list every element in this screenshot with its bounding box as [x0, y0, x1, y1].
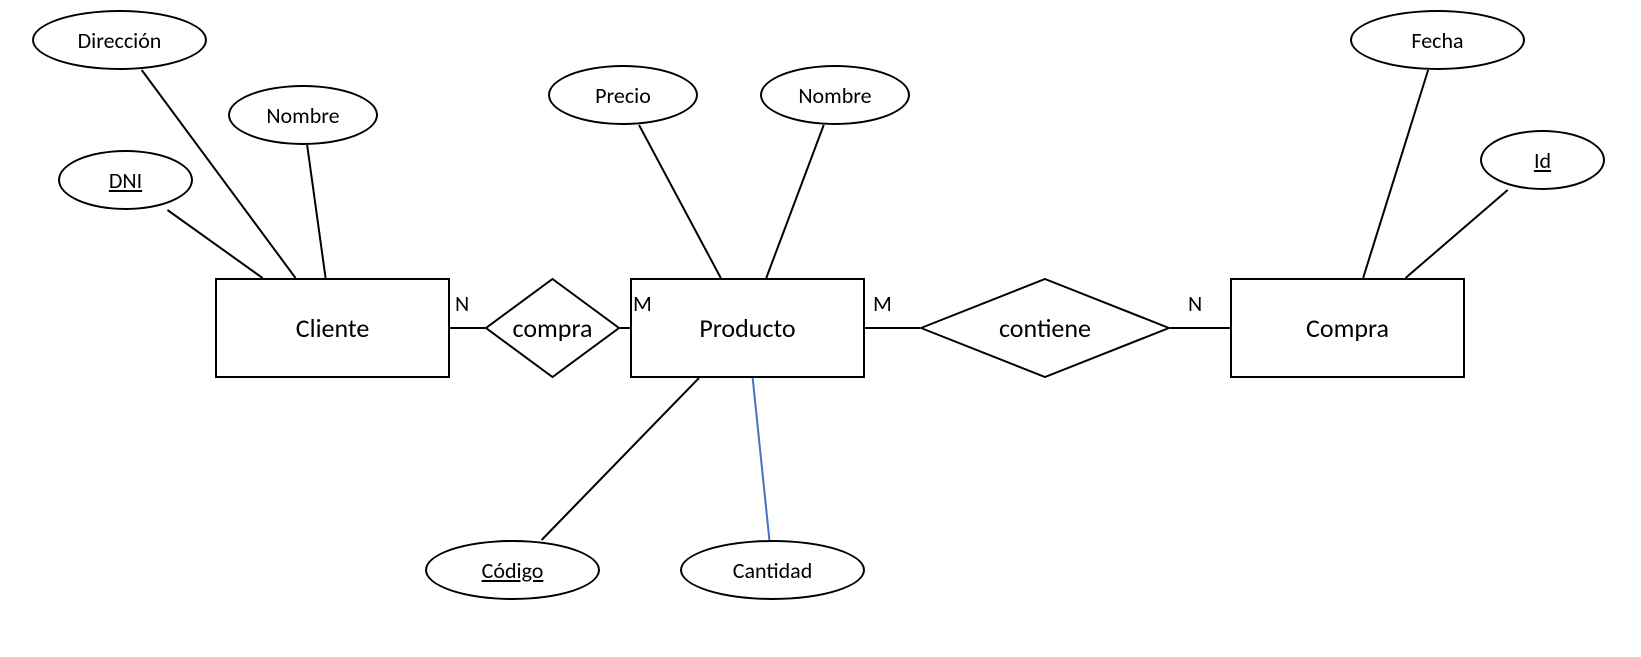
cardinality-cliente-compra: N [455, 290, 469, 317]
attribute-id-label: Id [1534, 147, 1551, 174]
attribute-id: Id [1480, 130, 1605, 190]
edge [542, 378, 699, 540]
edge [753, 378, 770, 540]
cardinality-producto-contiene: M [873, 290, 892, 317]
relationship-contiene: contiene [920, 278, 1170, 378]
entity-cliente: Cliente [215, 278, 450, 378]
attribute-precio: Precio [548, 65, 698, 125]
cardinality-producto-compra: M [633, 290, 652, 317]
relationship-compra: compra [485, 278, 620, 378]
entity-producto: Producto [630, 278, 865, 378]
relationship-compra-label: compra [513, 312, 593, 344]
edge [1406, 190, 1508, 278]
attribute-cantidad: Cantidad [680, 540, 865, 600]
attribute-nombre-cliente-label: Nombre [266, 102, 339, 129]
attribute-nombre-producto-label: Nombre [798, 82, 871, 109]
attribute-dni-label: DNI [109, 167, 142, 194]
edge [167, 210, 262, 278]
attribute-precio-label: Precio [595, 82, 651, 109]
attribute-direccion: Dirección [32, 10, 207, 70]
relationship-contiene-label: contiene [999, 312, 1091, 344]
entity-compra: Compra [1230, 278, 1465, 378]
edge [639, 125, 721, 278]
edge [307, 145, 325, 278]
entity-cliente-label: Cliente [296, 312, 370, 344]
attribute-cantidad-label: Cantidad [733, 557, 813, 584]
erd-canvas: Cliente Producto Compra compra contiene … [0, 0, 1641, 657]
attribute-nombre-cliente: Nombre [228, 85, 378, 145]
attribute-codigo: Código [425, 540, 600, 600]
attribute-dni: DNI [58, 150, 193, 210]
attribute-fecha-label: Fecha [1411, 27, 1463, 54]
attribute-codigo-label: Código [482, 557, 544, 584]
edge [766, 125, 823, 278]
attribute-nombre-producto: Nombre [760, 65, 910, 125]
entity-compra-label: Compra [1306, 312, 1389, 344]
edge [1363, 70, 1428, 278]
attribute-direccion-label: Dirección [78, 27, 162, 54]
attribute-fecha: Fecha [1350, 10, 1525, 70]
cardinality-compra-contiene: N [1188, 290, 1202, 317]
entity-producto-label: Producto [699, 312, 795, 344]
